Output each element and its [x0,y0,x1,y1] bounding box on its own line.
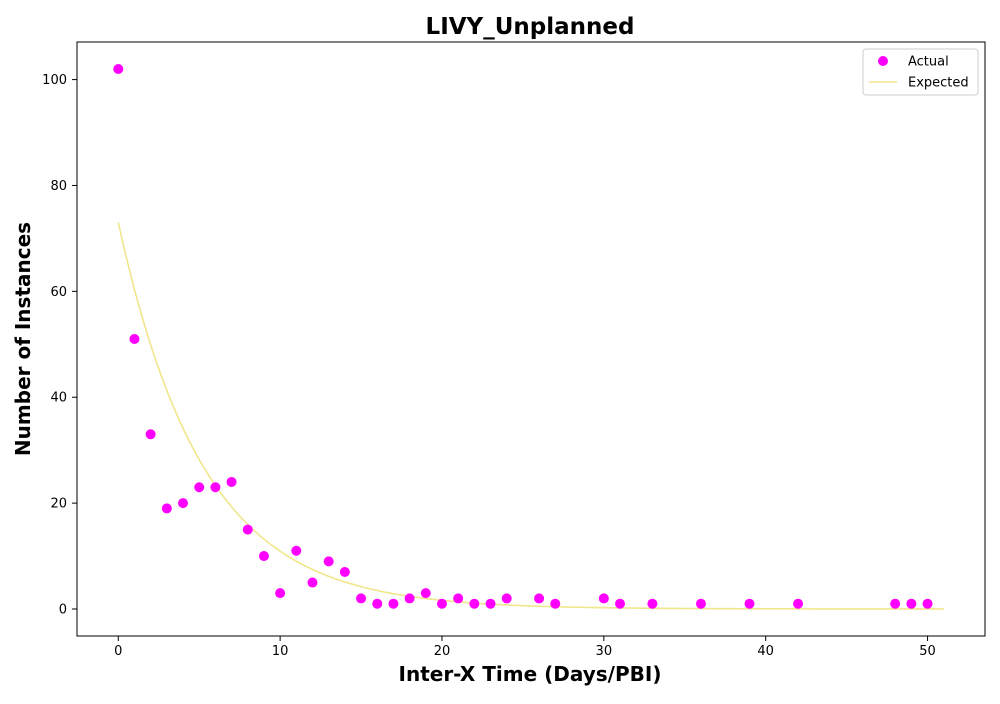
x-tick-label: 0 [114,644,122,659]
expected-curve [117,222,944,610]
y-tick-label: 40 [50,391,67,406]
actual-data-point [388,598,399,609]
y-tick-label: 60 [50,285,67,300]
legend-box [862,48,979,96]
x-tick-label: 40 [757,644,774,659]
actual-data-point [339,566,350,577]
actual-data-point [485,598,496,609]
actual-data-point [744,598,755,609]
x-tick-label: 30 [596,644,613,659]
legend: Actual Expected [862,48,979,96]
actual-data-point [922,598,933,609]
x-tick-label: 50 [919,644,936,659]
actual-data-point [161,503,172,514]
actual-data-point [226,476,237,487]
actual-data-point [129,334,140,344]
y-tick-label: 100 [42,73,67,88]
actual-data-point [404,593,415,604]
actual-data-point [210,482,221,493]
actual-data-point [323,556,334,567]
actual-data-point [695,598,706,609]
y-tick-label: 20 [50,497,67,512]
y-tick-label: 80 [50,179,67,194]
actual-data-point [242,524,253,535]
actual-data-point [598,593,609,604]
actual-data-point [291,545,302,556]
actual-data-point [145,429,156,440]
actual-data-point [615,598,626,609]
actual-data-point [793,598,804,609]
y-tick-label: 0 [59,603,67,618]
actual-data-point [307,577,318,588]
actual-data-point [258,551,269,562]
actual-data-point [469,598,480,609]
actual-data-point [372,598,383,609]
actual-data-point [550,598,561,609]
x-tick-label: 20 [434,644,451,659]
legend-label: Actual [908,55,949,70]
actual-data-point [890,598,901,609]
y-axis-label: Number of Instances [11,222,35,456]
legend-label: Expected [908,76,969,91]
actual-data-point [501,593,512,604]
plot-area [113,64,944,610]
x-axis-label: Inter-X Time (Days/PBI) [399,662,662,686]
actual-data-point [113,64,124,74]
actual-data-point [436,598,447,609]
actual-data-point [356,593,367,604]
legend-marker-actual [878,56,888,66]
actual-data-point [453,593,464,604]
actual-data-point [178,498,189,509]
chart-title: LIVY_Unplanned [426,14,635,40]
plot-frame [76,41,986,637]
actual-data-point [420,588,431,599]
actual-data-point [534,593,545,604]
actual-data-point [275,588,286,599]
actual-data-point [647,598,658,609]
actual-data-point [194,482,205,493]
x-tick-label: 10 [272,644,289,659]
actual-data-point [906,598,917,609]
